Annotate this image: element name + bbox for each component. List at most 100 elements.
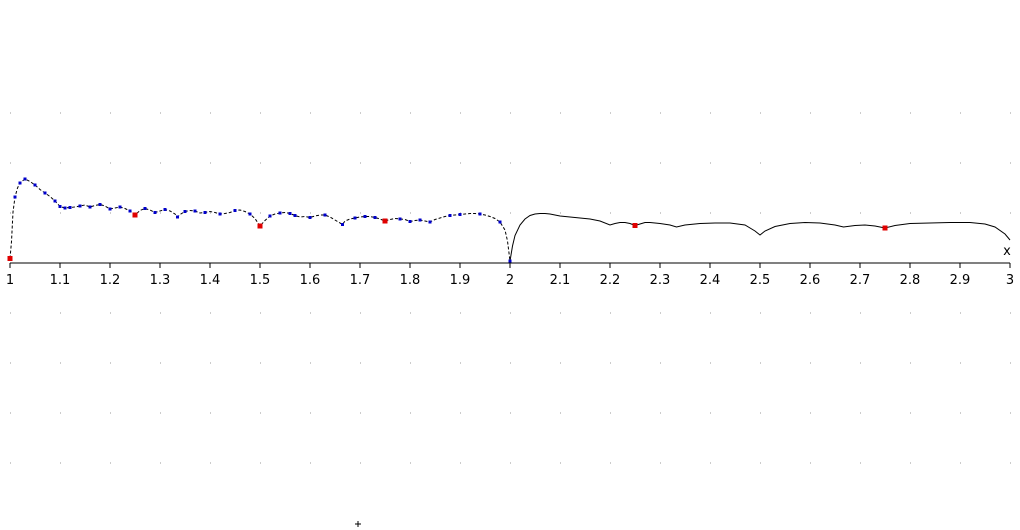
- x-tick-label: 2.4: [700, 273, 721, 288]
- grid-dot: [310, 162, 311, 164]
- grid-dot: [410, 462, 411, 464]
- grid-dot: [210, 462, 211, 464]
- blue-point: [118, 205, 122, 209]
- curve-line-solid: [509, 213, 1011, 262]
- grid-dot: [810, 162, 811, 164]
- blue-point: [53, 199, 57, 203]
- grid-dot: [710, 462, 711, 464]
- grid-dot: [560, 112, 561, 114]
- grid-dot: [510, 462, 511, 464]
- grid-dot: [710, 312, 711, 314]
- x-axis-label: x: [1003, 244, 1011, 259]
- blue-point: [458, 213, 462, 216]
- grid-dot: [160, 162, 161, 164]
- blue-point: [98, 203, 102, 206]
- grid-dot: [610, 312, 611, 314]
- grid-dot: [610, 162, 611, 164]
- grid-dot: [660, 162, 661, 164]
- blue-point: [68, 206, 72, 209]
- grid-dot: [60, 212, 61, 214]
- grid-dot: [810, 112, 811, 114]
- grid-dot: [960, 462, 961, 464]
- grid-dot: [510, 412, 511, 414]
- grid-dot: [10, 312, 11, 314]
- grid-dot: [610, 412, 611, 414]
- grid-dot: [360, 312, 361, 314]
- grid-dot: [260, 212, 261, 214]
- blue-point: [323, 213, 327, 217]
- grid-dot: [610, 362, 611, 364]
- x-tick-label: 2.1: [550, 273, 571, 288]
- grid-dot: [210, 412, 211, 414]
- blue-point: [418, 218, 422, 222]
- grid-dots: [10, 112, 1011, 464]
- blue-point: [428, 220, 432, 224]
- grid-dot: [110, 312, 111, 314]
- x-tick-label: 1.6: [300, 273, 321, 288]
- x-ticks: [9, 263, 1011, 268]
- x-tick-label: 1.9: [450, 273, 471, 288]
- red-point: [257, 223, 263, 229]
- x-tick-label: 1.2: [100, 273, 121, 288]
- grid-dot: [10, 212, 11, 214]
- grid-dot: [210, 362, 211, 364]
- grid-dot: [510, 212, 511, 214]
- grid-dot: [510, 362, 511, 364]
- blue-point: [153, 211, 157, 214]
- grid-dot: [310, 412, 311, 414]
- grid-dot: [1010, 412, 1011, 414]
- grid-dot: [360, 462, 361, 464]
- grid-dot: [860, 112, 861, 114]
- blue-point: [163, 208, 167, 211]
- blue-point: [18, 181, 22, 185]
- grid-dot: [310, 462, 311, 464]
- x-tick-label: 1.5: [250, 273, 271, 288]
- x-tick-label: 1.7: [350, 273, 371, 288]
- grid-dot: [660, 362, 661, 364]
- grid-dot: [60, 162, 61, 164]
- grid-dot: [860, 412, 861, 414]
- grid-dot: [610, 462, 611, 464]
- grid-dot: [660, 462, 661, 464]
- grid-dot: [910, 112, 911, 114]
- grid-dot: [260, 412, 261, 414]
- grid-dot: [960, 112, 961, 114]
- blue-point: [218, 212, 222, 216]
- grid-dot: [160, 462, 161, 464]
- blue-point: [33, 183, 37, 187]
- grid-dot: [360, 212, 361, 214]
- grid-dot: [960, 362, 961, 364]
- grid-dot: [210, 112, 211, 114]
- red-point: [882, 225, 888, 231]
- grid-dot: [360, 362, 361, 364]
- grid-dot: [460, 462, 461, 464]
- grid-dot: [560, 362, 561, 364]
- grid-dot: [460, 162, 461, 164]
- blue-point: [13, 195, 17, 199]
- blue-point: [508, 259, 512, 263]
- grid-dot: [1010, 212, 1011, 214]
- blue-point: [108, 207, 112, 211]
- grid-dot: [810, 362, 811, 364]
- grid-dot: [960, 212, 961, 214]
- grid-dot: [710, 412, 711, 414]
- blue-point: [183, 210, 187, 213]
- grid-dot: [710, 112, 711, 114]
- blue-point: [128, 209, 132, 213]
- blue-point: [78, 204, 82, 208]
- blue-point: [233, 209, 237, 212]
- red-point: [132, 212, 138, 218]
- blue-point: [363, 215, 367, 218]
- blue-point: [478, 212, 482, 216]
- x-tick-label: 1: [6, 273, 14, 288]
- x-tick-label: 2: [506, 273, 514, 288]
- grid-dot: [360, 412, 361, 414]
- grid-dot: [260, 162, 261, 164]
- grid-dot: [60, 312, 61, 314]
- blue-point: [248, 212, 252, 216]
- x-tick-label: 1.1: [50, 273, 71, 288]
- grid-dot: [60, 412, 61, 414]
- grid-dot: [110, 412, 111, 414]
- grid-dot: [460, 362, 461, 364]
- grid-dot: [660, 112, 661, 114]
